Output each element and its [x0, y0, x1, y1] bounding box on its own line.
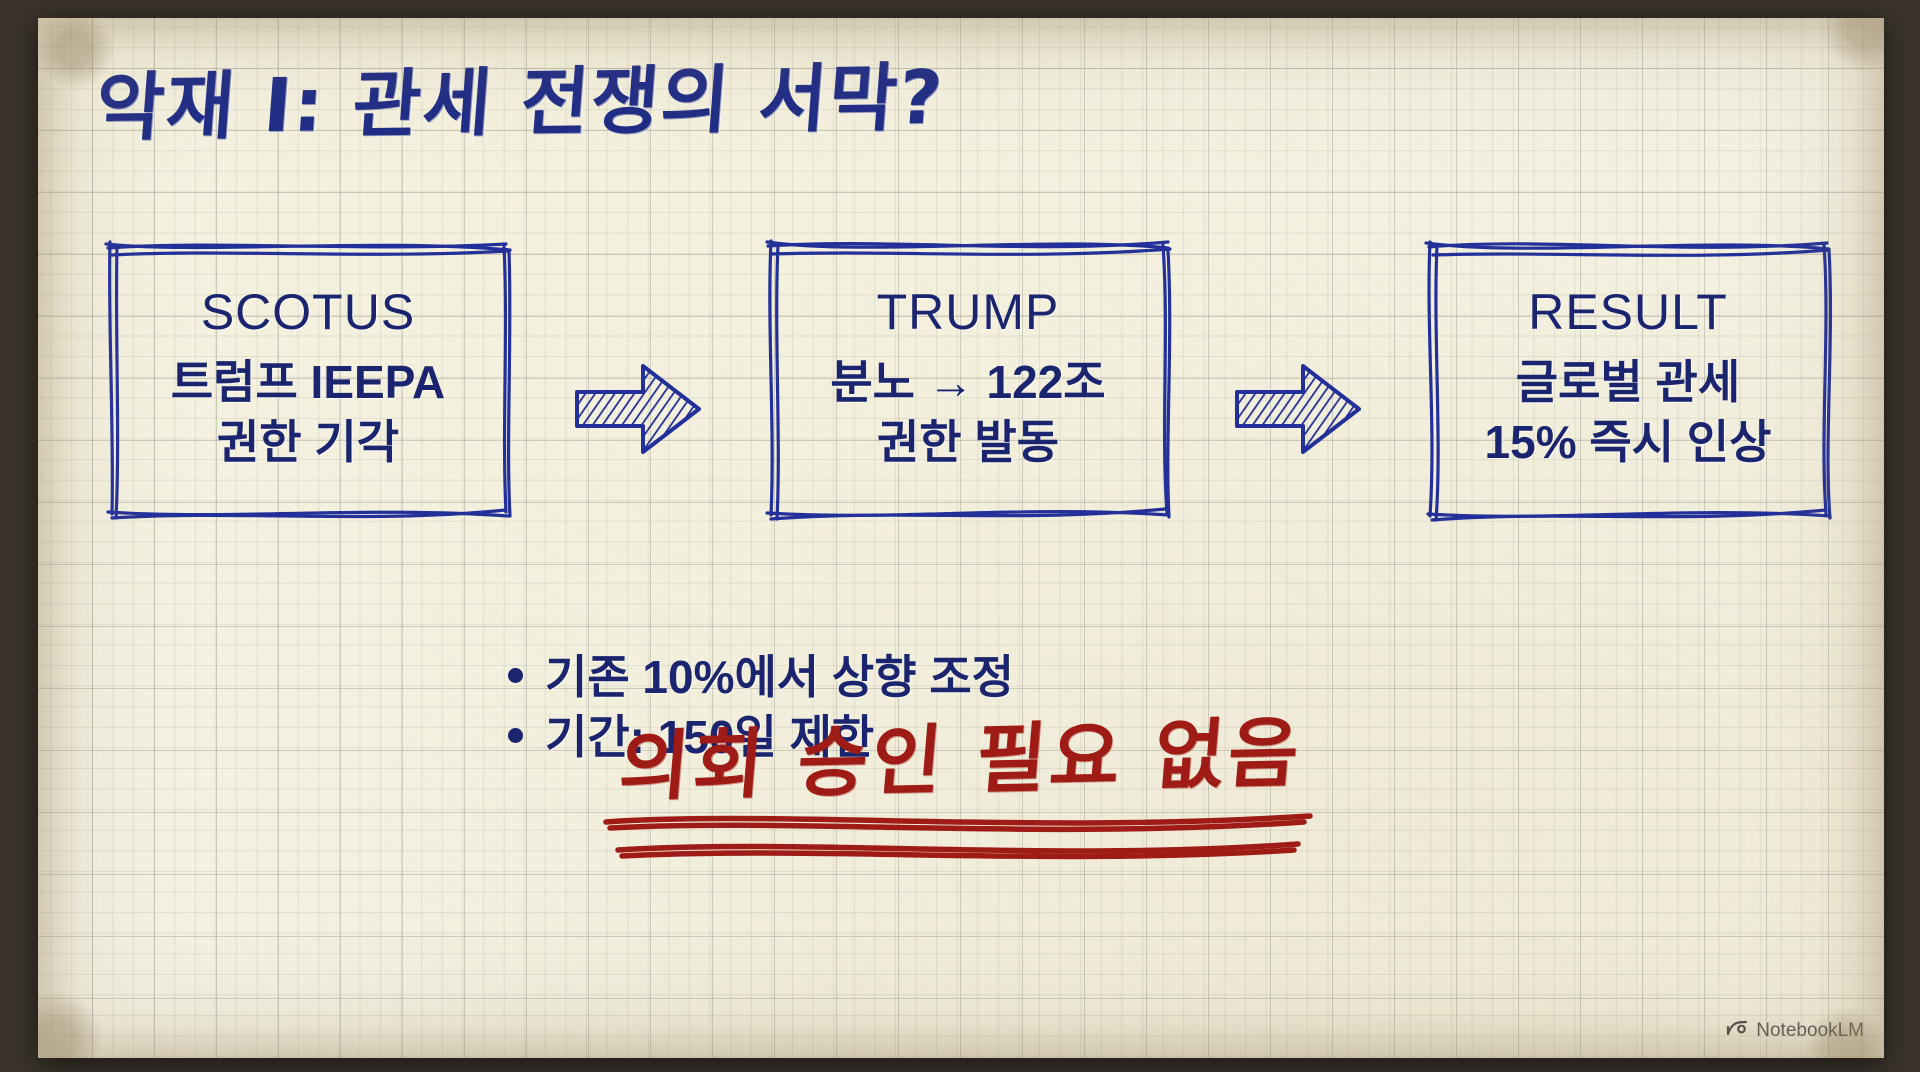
bullet-dot-icon	[508, 668, 523, 683]
notebook-paper: 악재 I: 관세 전쟁의 서막?	[38, 18, 1884, 1058]
flow-box-head: RESULT	[1528, 284, 1728, 341]
flow-box-head: TRUMP	[876, 284, 1060, 341]
flow-box-line1: 분노 → 122조	[830, 355, 1106, 408]
arrow-1-icon	[573, 354, 703, 464]
slide-content: 악재 I: 관세 전쟁의 서막?	[38, 18, 1884, 1058]
sketch-rectangle-1	[104, 240, 512, 520]
bullet-dot-icon	[508, 727, 523, 743]
flow-box-scotus: SCOTUS 트럼프 IEEPA 권한 기각	[98, 232, 518, 524]
paper-tint	[38, 18, 1884, 1058]
flow-box-line1: 트럼프 IEEPA	[170, 355, 446, 408]
graph-paper-grid	[38, 18, 1884, 1058]
conclusion-text: 의회 승인 필요 없음	[615, 707, 1306, 812]
list-item: 기간: 150일 제한	[508, 708, 1014, 768]
arrow-2-icon	[1233, 354, 1363, 464]
notebooklm-watermark: NotebookLM	[1726, 1018, 1864, 1044]
bullet-list: 기존 10%에서 상향 조정 기간: 150일 제한	[508, 648, 1014, 768]
flow-box-line2: 권한 기각	[216, 416, 400, 469]
watermark-label: NotebookLM	[1756, 1020, 1864, 1041]
flow-box-result: RESULT 글로벌 관세 15% 즉시 인상	[1418, 232, 1838, 524]
bullet-text: 기존 10%에서 상향 조정	[545, 651, 1014, 703]
conclusion-underline	[603, 813, 1313, 860]
conclusion-block: 의회 승인 필요 없음	[38, 698, 1884, 811]
flow-box-line2: 권한 발동	[876, 416, 1060, 469]
flow-box-line2: 15% 즉시 인상	[1484, 416, 1772, 469]
flow-box-line1: 글로벌 관세	[1515, 355, 1741, 408]
sketch-rectangle-3	[1424, 240, 1833, 522]
page-title: 악재 I: 관세 전쟁의 서막?	[92, 54, 948, 152]
bullet-text: 기간: 150일 제한	[545, 710, 875, 763]
flow-box-head: SCOTUS	[200, 284, 416, 341]
flow-box-trump: TRUMP 분노 → 122조 권한 발동	[758, 232, 1178, 524]
sketch-rectangle-2	[765, 239, 1172, 521]
notebooklm-icon	[1726, 1018, 1748, 1044]
flow-diagram: SCOTUS 트럼프 IEEPA 권한 기각	[98, 228, 1838, 528]
list-item: 기존 10%에서 상향 조정	[508, 648, 1014, 708]
